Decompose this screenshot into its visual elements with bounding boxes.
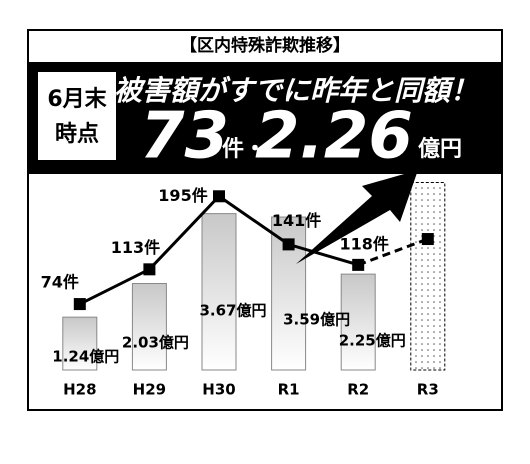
title: 【区内特殊詐欺推移】: [180, 35, 350, 56]
x-tick-label: H29: [133, 381, 166, 399]
count-unit: 件・: [222, 137, 266, 162]
bar-label: 2.03億円: [122, 334, 189, 352]
badge-text: 6月末: [47, 87, 107, 112]
arrow: [296, 170, 418, 264]
line-marker: [213, 190, 225, 203]
x-tick-label: H30: [202, 381, 235, 399]
line-label: 113件: [111, 238, 160, 257]
line-marker: [282, 238, 295, 251]
bar: [410, 182, 446, 371]
bar-label: 1.24億円: [52, 348, 119, 366]
bar-label: 2.25億円: [339, 332, 406, 350]
x-tick-label: R3: [417, 381, 439, 399]
line-label: 195件: [158, 186, 207, 205]
bar: [62, 316, 98, 371]
amount-unit: 億円: [418, 136, 462, 162]
x-tick-label: R1: [278, 381, 300, 399]
bar-label: 3.67億円: [199, 302, 266, 320]
line-label: 74件: [41, 273, 79, 292]
x-tick-label: R2: [347, 381, 369, 399]
line-label: 141件: [272, 211, 321, 230]
headline: 被害額がすでに昨年と同額！: [114, 74, 478, 107]
line-marker: [143, 263, 156, 276]
bar: [131, 283, 167, 371]
amount: 2.26: [255, 100, 413, 174]
bar: [340, 273, 376, 371]
x-tick-label: H28: [63, 381, 96, 399]
plot: [62, 182, 446, 371]
line-marker: [421, 233, 434, 246]
bar: [201, 213, 237, 371]
badge-text: 時点: [55, 121, 99, 147]
line-marker: [73, 298, 86, 311]
count: 73: [140, 100, 229, 174]
bar-label: 3.59億円: [283, 311, 350, 329]
badge: [38, 72, 116, 160]
line-label: 118件: [339, 234, 388, 253]
line-marker: [352, 258, 365, 271]
